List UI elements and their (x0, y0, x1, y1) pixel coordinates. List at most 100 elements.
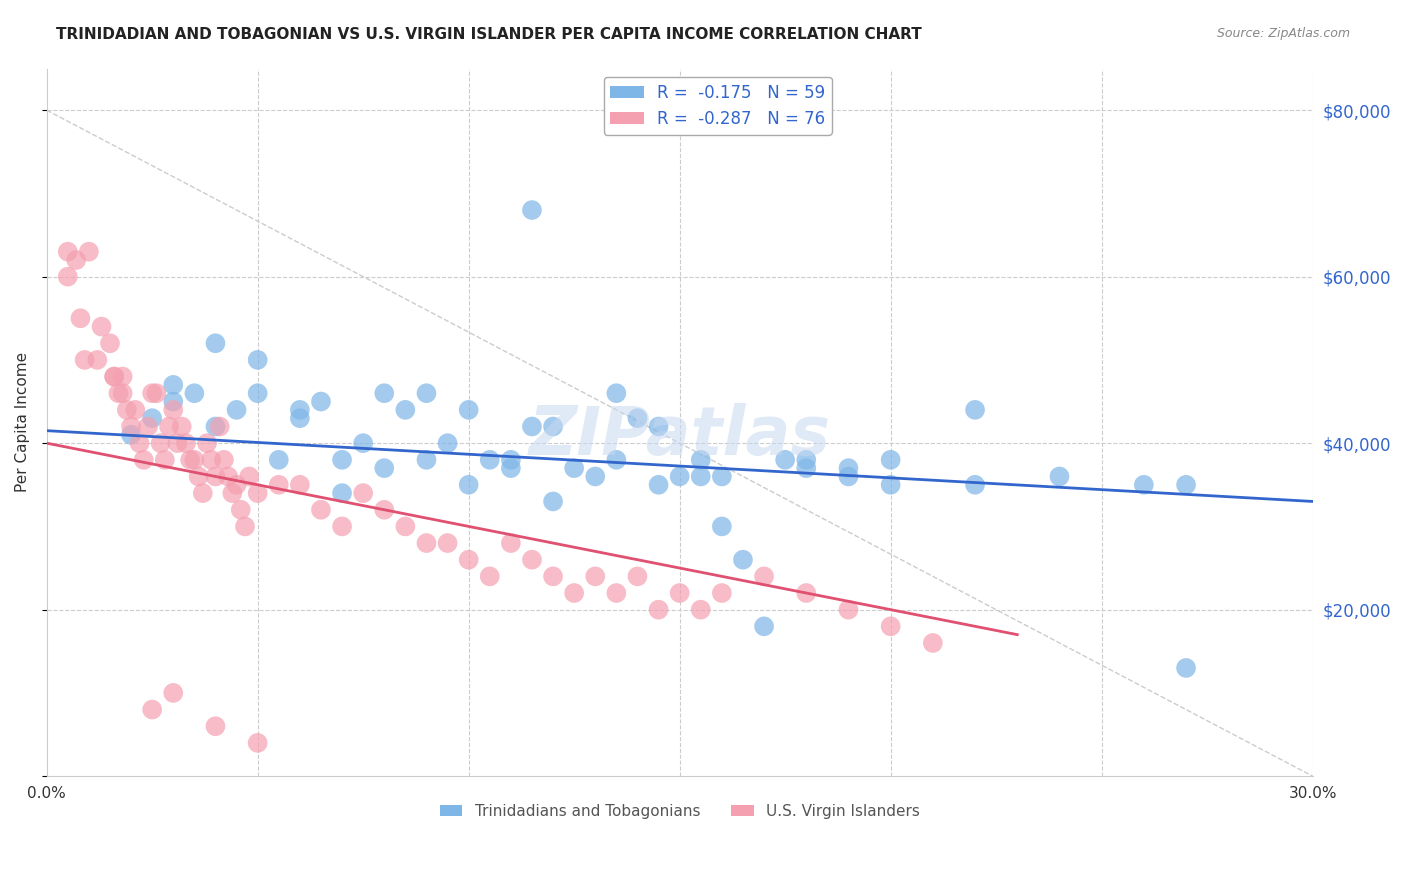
Point (141, 411, 163, 425)
Point (191, 486, 214, 500)
Point (103, 369, 125, 384)
Point (394, 519, 416, 533)
Point (141, 702, 163, 716)
Point (457, 552, 479, 566)
Point (794, 461, 817, 475)
Point (583, 569, 606, 583)
Point (541, 494, 564, 508)
Point (225, 402, 247, 417)
Point (217, 469, 239, 483)
Point (212, 452, 235, 467)
Text: Source: ZipAtlas.com: Source: ZipAtlas.com (1216, 27, 1350, 40)
Point (162, 686, 184, 700)
Point (111, 369, 134, 384)
Point (415, 386, 437, 401)
Point (668, 469, 690, 483)
Point (710, 519, 733, 533)
Point (195, 436, 218, 450)
Point (879, 477, 901, 491)
Point (204, 419, 226, 434)
Point (73, 352, 96, 367)
Point (267, 477, 290, 491)
Point (668, 586, 690, 600)
Point (562, 586, 585, 600)
Point (246, 352, 269, 367)
Point (605, 452, 627, 467)
Point (170, 419, 193, 434)
Point (187, 469, 209, 483)
Point (478, 452, 501, 467)
Point (200, 452, 222, 467)
Point (837, 461, 859, 475)
Point (837, 469, 859, 483)
Point (647, 602, 669, 616)
Point (541, 419, 564, 434)
Point (963, 477, 986, 491)
Point (65, 252, 87, 267)
Point (309, 394, 332, 409)
Point (246, 486, 269, 500)
Point (229, 502, 252, 516)
Point (752, 619, 775, 633)
Point (183, 452, 205, 467)
Point (124, 402, 146, 417)
Point (436, 436, 458, 450)
Point (1049, 469, 1071, 483)
Point (626, 411, 648, 425)
Point (626, 569, 648, 583)
Point (710, 586, 733, 600)
Text: ZIPatlas: ZIPatlas (529, 403, 831, 469)
Point (309, 502, 332, 516)
Point (330, 519, 353, 533)
Point (98, 336, 121, 351)
Point (136, 419, 159, 434)
Point (288, 402, 311, 417)
Point (752, 569, 775, 583)
Point (132, 452, 155, 467)
Point (179, 452, 201, 467)
Point (162, 402, 184, 417)
Point (457, 477, 479, 491)
Point (837, 602, 859, 616)
Point (963, 402, 986, 417)
Point (56, 269, 79, 284)
Point (90, 319, 112, 334)
Point (1175, 477, 1198, 491)
Point (520, 202, 543, 217)
Point (689, 452, 711, 467)
Point (288, 411, 311, 425)
Point (541, 569, 564, 583)
Point (520, 552, 543, 566)
Point (204, 719, 226, 733)
Y-axis label: Per Capita Income: Per Capita Income (15, 352, 30, 492)
Point (162, 394, 184, 409)
Point (288, 477, 311, 491)
Point (107, 386, 129, 401)
Point (689, 469, 711, 483)
Point (710, 469, 733, 483)
Point (141, 386, 163, 401)
Point (120, 427, 142, 442)
Point (794, 586, 817, 600)
Point (373, 502, 395, 516)
Point (115, 402, 138, 417)
Point (103, 369, 125, 384)
Point (1175, 661, 1198, 675)
Point (731, 552, 754, 566)
Point (605, 586, 627, 600)
Point (69, 311, 91, 326)
Text: TRINIDADIAN AND TOBAGONIAN VS U.S. VIRGIN ISLANDER PER CAPITA INCOME CORRELATION: TRINIDADIAN AND TOBAGONIAN VS U.S. VIRGI… (56, 27, 922, 42)
Point (499, 461, 522, 475)
Point (921, 636, 943, 650)
Point (562, 461, 585, 475)
Point (174, 436, 197, 450)
Point (373, 461, 395, 475)
Point (352, 436, 374, 450)
Point (415, 452, 437, 467)
Point (149, 436, 172, 450)
Point (478, 569, 501, 583)
Point (773, 452, 796, 467)
Point (204, 469, 226, 483)
Point (238, 469, 260, 483)
Point (583, 469, 606, 483)
